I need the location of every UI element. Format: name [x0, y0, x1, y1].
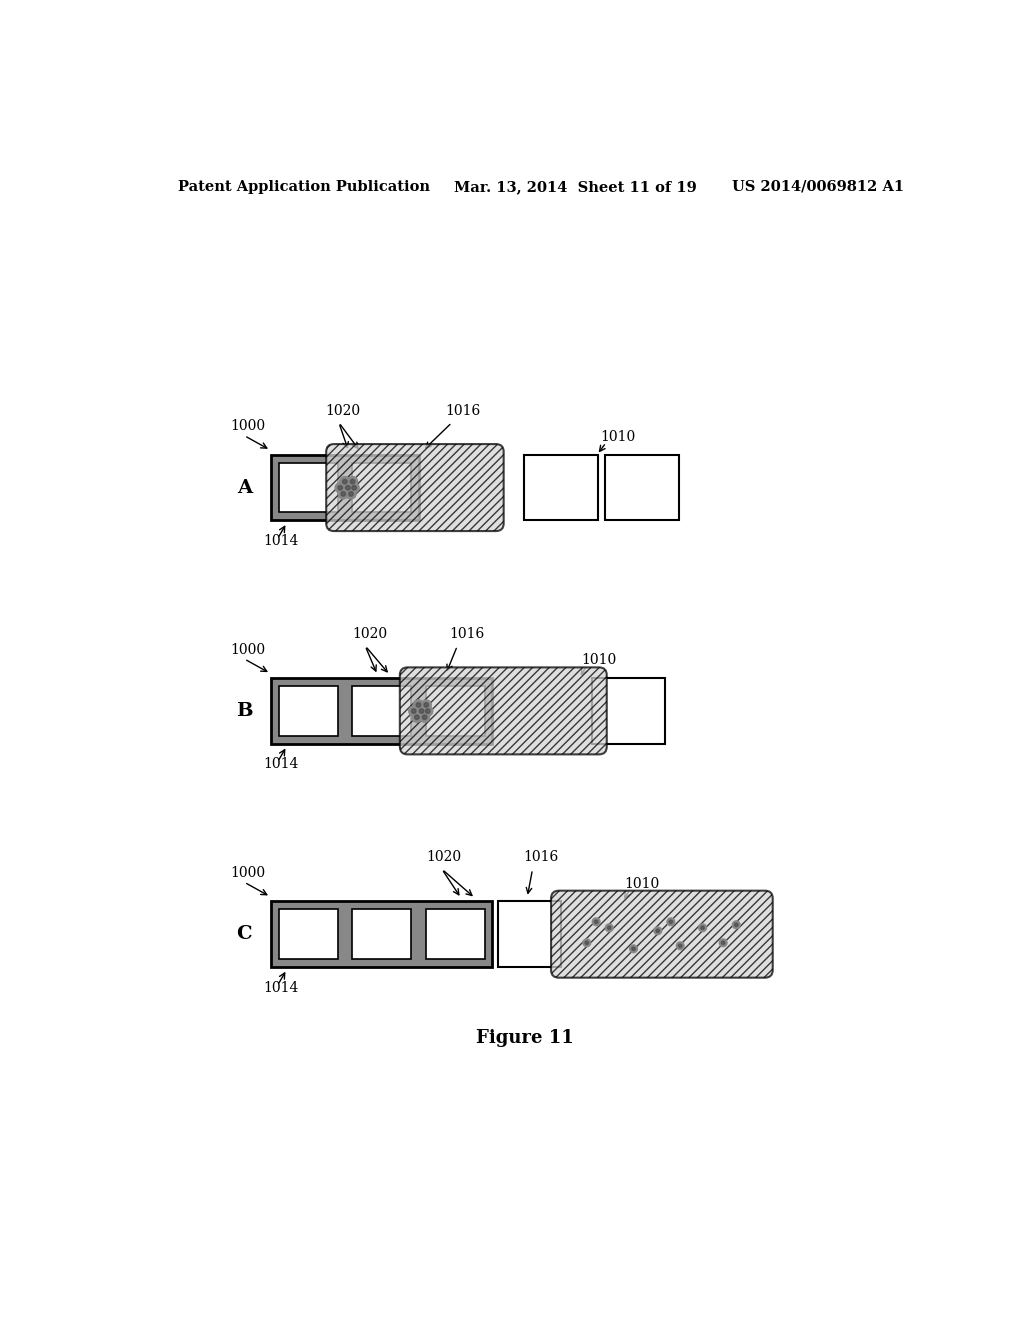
Circle shape	[420, 713, 430, 722]
Circle shape	[335, 483, 345, 492]
Circle shape	[585, 941, 589, 945]
Bar	[352, 909, 412, 960]
Bar	[426, 909, 485, 960]
Circle shape	[340, 477, 350, 487]
Circle shape	[419, 709, 424, 713]
Circle shape	[415, 715, 419, 719]
Circle shape	[654, 927, 662, 935]
Text: 1014: 1014	[263, 758, 299, 771]
Circle shape	[630, 945, 637, 953]
Text: Figure 11: Figure 11	[476, 1028, 573, 1047]
FancyBboxPatch shape	[327, 444, 504, 531]
Text: 1016: 1016	[523, 850, 558, 865]
Circle shape	[352, 486, 356, 490]
Circle shape	[676, 942, 684, 949]
Circle shape	[424, 702, 428, 708]
Circle shape	[734, 923, 738, 927]
Bar	[279, 463, 338, 512]
Bar	[279, 686, 338, 735]
Text: 1000: 1000	[230, 420, 265, 433]
Circle shape	[412, 709, 416, 713]
Bar	[271, 678, 493, 743]
Text: 1010: 1010	[601, 430, 636, 444]
Circle shape	[669, 920, 673, 924]
Bar	[271, 902, 493, 966]
Text: 1020: 1020	[352, 627, 388, 642]
Circle shape	[632, 946, 635, 950]
Bar	[352, 686, 412, 735]
Circle shape	[700, 927, 705, 929]
Circle shape	[349, 491, 353, 496]
Text: A: A	[237, 479, 252, 496]
Circle shape	[592, 917, 600, 925]
Text: 1020: 1020	[326, 404, 360, 418]
Circle shape	[347, 477, 357, 487]
Circle shape	[605, 924, 613, 932]
Text: 1014: 1014	[263, 535, 299, 548]
Circle shape	[698, 924, 707, 932]
Text: 1010: 1010	[582, 653, 616, 668]
Circle shape	[409, 706, 419, 715]
Bar	[279, 909, 338, 960]
Text: 1016: 1016	[445, 404, 481, 418]
Bar	[524, 455, 598, 520]
Text: 1010: 1010	[624, 876, 659, 891]
Text: 1020: 1020	[426, 850, 462, 865]
Text: 1016: 1016	[450, 627, 485, 642]
Circle shape	[349, 483, 359, 492]
Circle shape	[341, 491, 345, 496]
Bar	[426, 686, 485, 735]
Text: 1014: 1014	[263, 981, 299, 994]
Circle shape	[583, 939, 591, 946]
Circle shape	[594, 920, 598, 924]
Circle shape	[346, 486, 350, 490]
Circle shape	[667, 917, 675, 925]
Bar	[271, 455, 419, 520]
Circle shape	[343, 479, 347, 484]
Circle shape	[422, 715, 427, 719]
Circle shape	[416, 702, 421, 708]
Bar	[605, 455, 679, 520]
Text: C: C	[237, 925, 252, 944]
Text: B: B	[236, 702, 253, 719]
Bar	[352, 463, 412, 512]
Circle shape	[338, 488, 348, 499]
Circle shape	[343, 483, 353, 492]
Text: 1000: 1000	[230, 866, 265, 880]
Circle shape	[719, 939, 727, 946]
Bar	[499, 902, 561, 966]
Circle shape	[421, 700, 431, 710]
Text: Patent Application Publication: Patent Application Publication	[178, 180, 430, 194]
Circle shape	[732, 921, 740, 929]
Circle shape	[417, 706, 427, 715]
Circle shape	[425, 709, 430, 713]
Text: 1000: 1000	[230, 643, 265, 656]
Circle shape	[412, 713, 422, 722]
Text: US 2014/0069812 A1: US 2014/0069812 A1	[732, 180, 904, 194]
Circle shape	[423, 706, 433, 715]
Circle shape	[721, 941, 725, 945]
Text: Mar. 13, 2014  Sheet 11 of 19: Mar. 13, 2014 Sheet 11 of 19	[454, 180, 696, 194]
Circle shape	[346, 488, 356, 499]
Circle shape	[607, 927, 611, 929]
Circle shape	[338, 486, 342, 490]
Circle shape	[656, 929, 659, 932]
Circle shape	[679, 944, 682, 948]
Bar	[592, 678, 666, 743]
Circle shape	[350, 479, 355, 484]
FancyBboxPatch shape	[399, 668, 607, 755]
Circle shape	[414, 700, 424, 710]
FancyBboxPatch shape	[551, 891, 773, 978]
